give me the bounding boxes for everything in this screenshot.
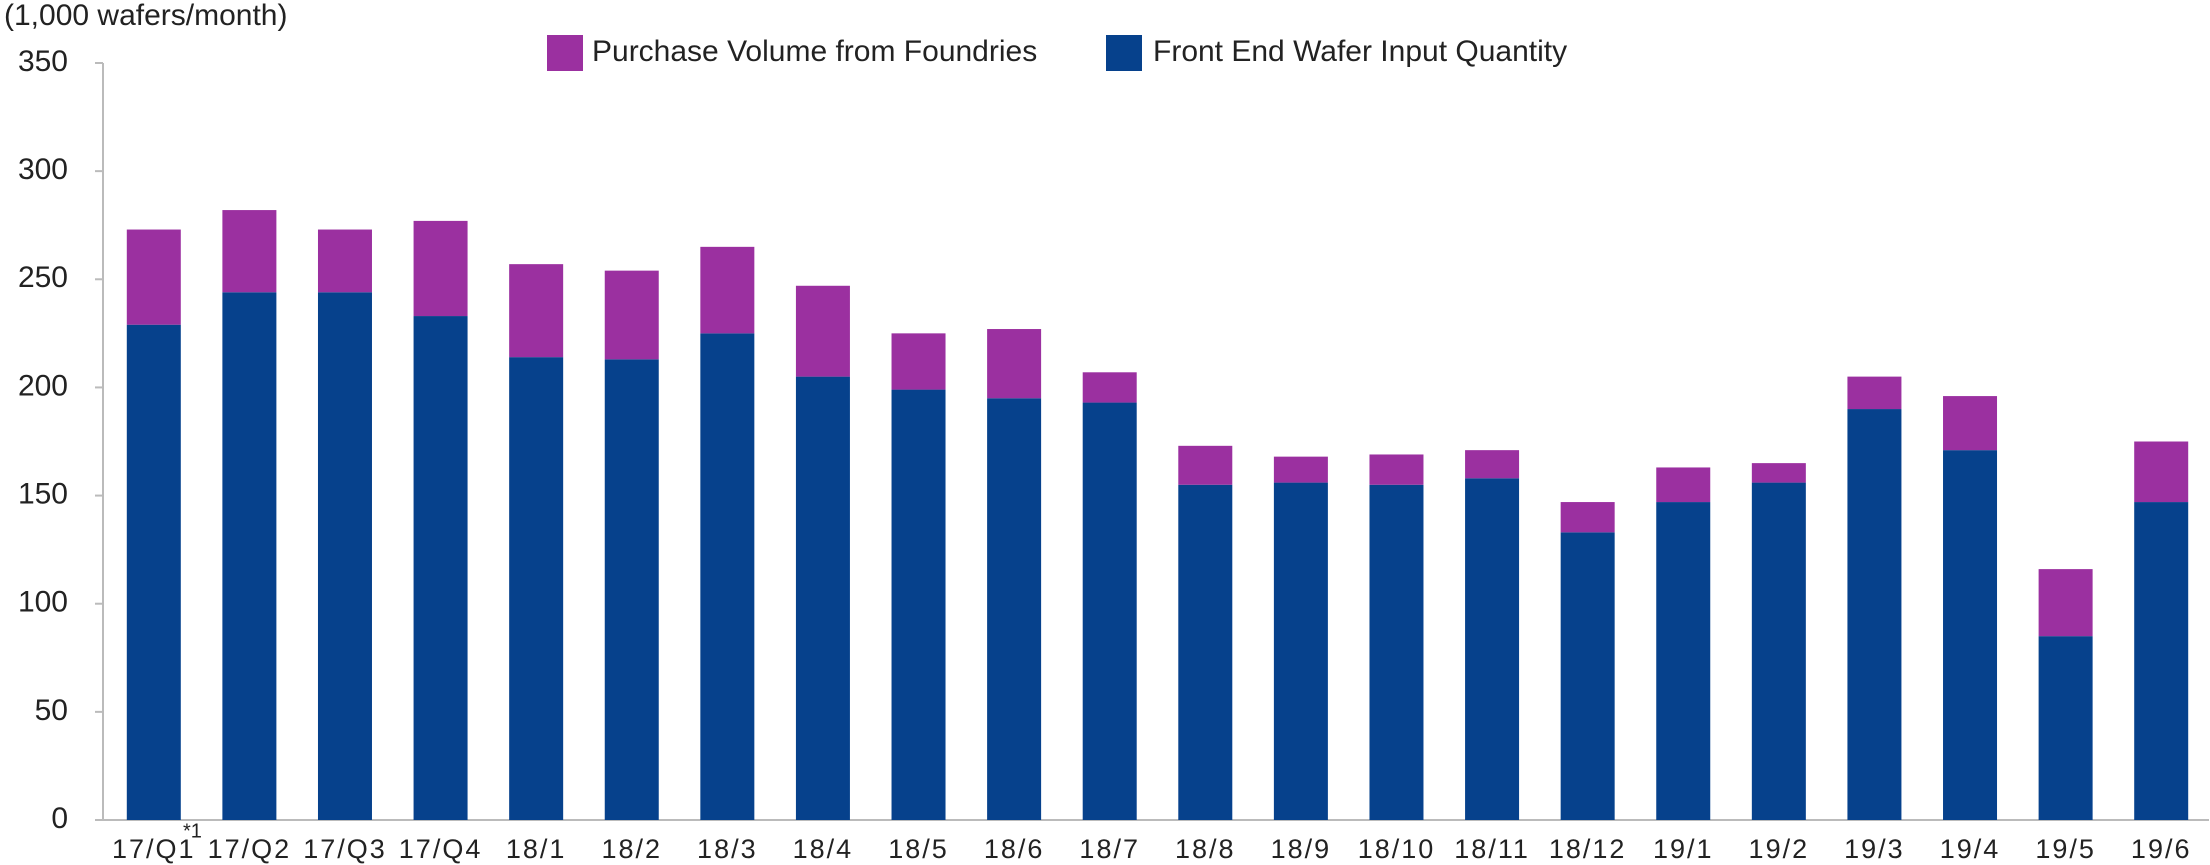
x-tick-label: 18/4	[793, 834, 854, 864]
bar-segment	[795, 376, 850, 820]
bar-segment	[126, 324, 181, 820]
bar-segment	[317, 292, 372, 821]
bar-segment	[604, 270, 659, 360]
bar-segment	[891, 389, 946, 820]
bar-segment	[1751, 463, 1806, 483]
legend-label: Front End Wafer Input Quantity	[1153, 35, 1567, 68]
x-tick-label: 17/Q2	[208, 834, 292, 864]
x-tick-label: 18/7	[1079, 834, 1140, 864]
bar-segment	[891, 333, 946, 390]
bar-segment	[1178, 445, 1233, 485]
bar-segment	[1369, 484, 1424, 820]
x-tick-label: 18/1	[506, 834, 567, 864]
bar-segment	[1560, 532, 1615, 820]
y-axis-label: (1,000 wafers/month)	[4, 0, 287, 32]
bar-segment	[1943, 450, 1998, 820]
x-tick-label: 18/9	[1271, 834, 1332, 864]
bar-segment	[1751, 482, 1806, 820]
y-tick-label: 0	[51, 802, 68, 835]
x-tick-label: 18/10	[1358, 834, 1436, 864]
bar-segment	[700, 333, 755, 820]
bar-segment	[2038, 636, 2093, 820]
bar-segment	[1560, 502, 1615, 533]
y-tick-label: 350	[18, 45, 68, 78]
y-tick-label: 300	[18, 153, 68, 186]
bar-segment	[413, 220, 468, 317]
bar-segment	[317, 229, 372, 293]
bar-segment	[222, 292, 277, 821]
bar-segment	[2134, 441, 2189, 503]
y-tick-label: 50	[35, 694, 68, 727]
bar-segment	[222, 210, 277, 293]
x-tick-label: 19/2	[1749, 834, 1810, 864]
x-tick-label: 18/5	[888, 834, 949, 864]
x-tick-label: 19/1	[1653, 834, 1714, 864]
bar-segment	[1847, 376, 1902, 410]
bar-segment	[2038, 569, 2093, 637]
bar-segment	[1273, 456, 1328, 483]
x-tick-label: 19/5	[2035, 834, 2096, 864]
bar-segment	[509, 357, 564, 820]
bar-segment	[604, 359, 659, 820]
bar-segment	[987, 398, 1042, 820]
bar-segment	[1273, 482, 1328, 820]
x-tick-label: 18/8	[1175, 834, 1236, 864]
bar-segment	[2134, 502, 2189, 820]
bar-segment	[1943, 396, 1998, 451]
bar-segment	[1656, 467, 1711, 503]
legend-swatch	[547, 35, 583, 71]
bar-segment	[1847, 409, 1902, 820]
y-tick-label: 200	[18, 369, 68, 402]
y-tick-label: 100	[18, 586, 68, 619]
x-tick-label: 18/2	[601, 834, 662, 864]
y-tick-label: 250	[18, 261, 68, 294]
bar-segment	[509, 264, 564, 358]
x-tick-label: 18/3	[697, 834, 758, 864]
bar-segment	[1082, 372, 1137, 403]
bar-segment	[795, 285, 850, 377]
x-tick-label: 18/6	[984, 834, 1045, 864]
x-tick-label: 19/4	[1940, 834, 2001, 864]
bar-segment	[1082, 402, 1137, 820]
annotation: *1	[183, 820, 202, 842]
x-tick-label: 17/Q4	[399, 834, 483, 864]
bar-segment	[1656, 502, 1711, 820]
bar-segment	[126, 229, 181, 325]
legend-swatch	[1106, 35, 1142, 71]
x-tick-label: 17/Q1	[112, 834, 196, 864]
bar-segment	[1465, 450, 1520, 479]
x-tick-label: 19/3	[1844, 834, 1905, 864]
x-tick-label: 17/Q3	[303, 834, 387, 864]
x-tick-label: 19/6	[2131, 834, 2192, 864]
y-tick-label: 150	[18, 477, 68, 510]
legend-label: Purchase Volume from Foundries	[592, 35, 1037, 68]
bar-segment	[413, 316, 468, 820]
bar-segment	[1178, 484, 1233, 820]
x-tick-label: 18/12	[1549, 834, 1627, 864]
bar-segment	[700, 246, 755, 334]
bar-segment	[1465, 478, 1520, 820]
bar-segment	[1369, 454, 1424, 485]
x-tick-label: 18/11	[1454, 834, 1530, 864]
bar-segment	[987, 329, 1042, 399]
